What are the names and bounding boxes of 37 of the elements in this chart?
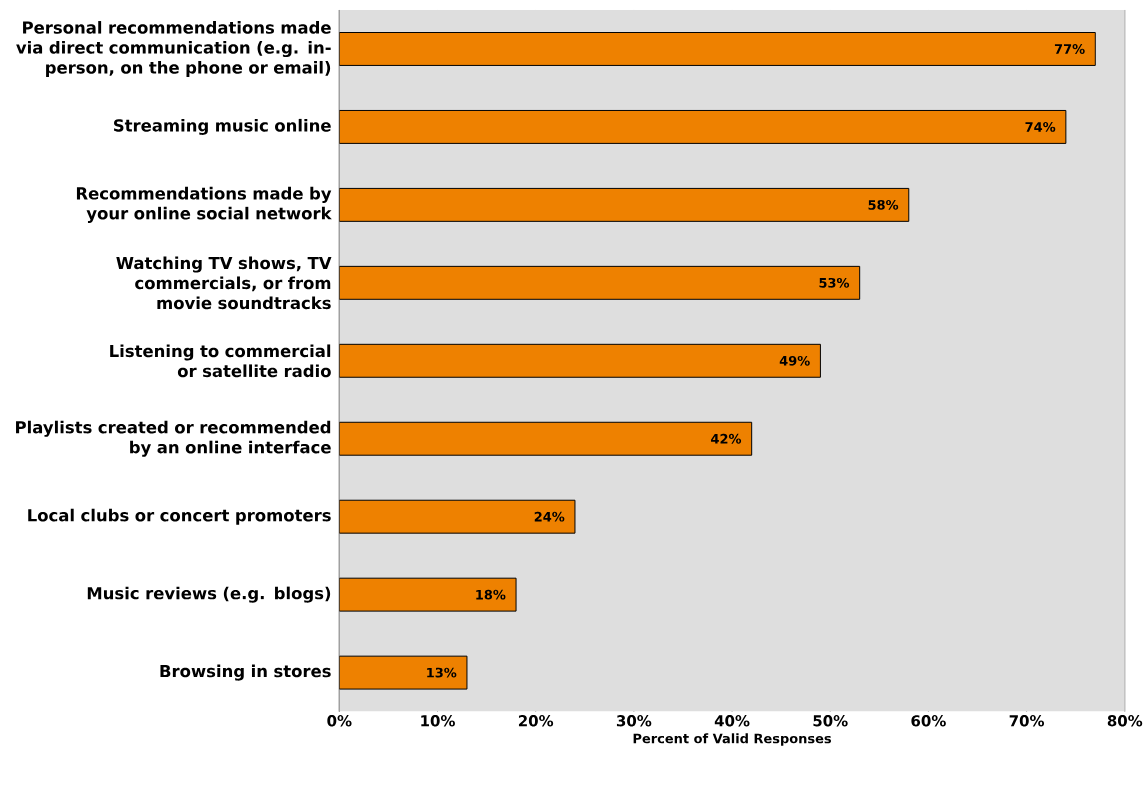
y-tick-label: Recommendations made by your online social network <box>76 186 332 223</box>
bar <box>339 31 1096 66</box>
data-label: 58% <box>868 199 899 210</box>
x-tick-label: 70% <box>1009 714 1045 727</box>
bar <box>339 499 576 534</box>
x-tick-label: 80% <box>1107 714 1143 727</box>
data-label: 24% <box>534 511 565 522</box>
bar <box>339 265 861 300</box>
data-label: 13% <box>427 667 457 678</box>
data-label: 18% <box>476 589 506 600</box>
y-tick-label: Listening to commercial or satellite radio <box>110 344 331 377</box>
x-tick-label: 40% <box>714 714 750 727</box>
data-label: 77% <box>1054 43 1085 54</box>
x-tick-label: 30% <box>616 714 652 727</box>
bar <box>339 577 517 612</box>
y-tick-label: Personal recommendations made via direct communication (e.g. in-person, on the phone or email) <box>16 20 331 77</box>
y-tick-label: Browsing in stores <box>160 664 331 681</box>
data-label: 53% <box>819 277 850 288</box>
data-label: 49% <box>779 355 810 366</box>
bar <box>339 655 468 690</box>
y-tick-label: Streaming music online <box>114 118 331 135</box>
x-tick-label: 50% <box>813 714 848 727</box>
x-tick-label: 60% <box>911 714 946 727</box>
y-tick-label: Playlists created or recommended by an online interface <box>16 420 331 457</box>
x-tick-label: 20% <box>518 714 554 727</box>
x-tick-label: 0% <box>327 714 352 727</box>
data-label: 42% <box>711 433 742 444</box>
bar <box>339 343 821 378</box>
y-tick-label: Watching TV shows, TV commercials, or from movie soundtracks <box>116 256 332 309</box>
bar <box>339 187 910 222</box>
x-tick-label: 10% <box>421 714 455 727</box>
x-axis-title: Percent of Valid Responses <box>633 733 832 746</box>
bar <box>339 109 1067 144</box>
y-tick-label: Local clubs or concert promoters <box>28 508 331 525</box>
bar <box>339 421 753 456</box>
data-label: 74% <box>1025 121 1056 132</box>
y-tick-label: Music reviews (e.g. blogs) <box>87 586 331 603</box>
